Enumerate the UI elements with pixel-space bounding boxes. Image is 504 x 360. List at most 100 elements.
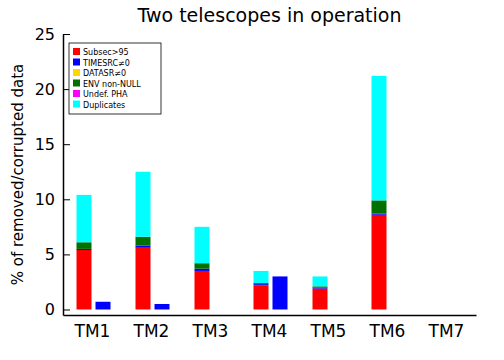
bar-segment bbox=[155, 303, 170, 304]
x-tick-label: TM5 bbox=[310, 321, 347, 341]
bar-segment bbox=[254, 285, 269, 309]
x-tick-label: TM3 bbox=[192, 321, 229, 341]
legend-label: Subsec>95 bbox=[83, 48, 129, 57]
bar-segment bbox=[431, 309, 446, 310]
legend-swatch bbox=[73, 101, 80, 108]
bar-segment bbox=[77, 242, 92, 249]
x-tick-label: TM4 bbox=[251, 321, 288, 341]
bar-segment bbox=[136, 248, 151, 310]
bar-segment bbox=[77, 250, 92, 310]
bar-segment bbox=[391, 309, 406, 310]
y-tick: 15 bbox=[35, 135, 70, 154]
bar-segment bbox=[254, 284, 269, 285]
legend-swatch bbox=[73, 48, 80, 55]
bar-segment bbox=[391, 309, 406, 310]
bar-segment bbox=[214, 309, 229, 310]
bar-segment bbox=[431, 309, 446, 310]
bar-segment bbox=[155, 304, 170, 310]
bar-segment bbox=[195, 271, 210, 310]
bar-segment bbox=[214, 309, 229, 310]
bar-segment bbox=[372, 214, 387, 215]
bar-segment bbox=[313, 286, 328, 287]
bar-segment bbox=[332, 309, 347, 310]
bar-segment bbox=[313, 287, 328, 288]
y-tick-label: 10 bbox=[35, 190, 55, 209]
x-tick-label: TM6 bbox=[369, 321, 406, 341]
bar-segment bbox=[450, 309, 465, 310]
y-tick-label: 20 bbox=[35, 80, 55, 99]
y-tick: 0 bbox=[45, 300, 70, 319]
bar-segment bbox=[332, 309, 347, 310]
bar-segment bbox=[155, 303, 170, 304]
bar-segment bbox=[273, 276, 288, 309]
legend-item: DATASR≠0 bbox=[73, 69, 126, 78]
x-tick: TM3 bbox=[192, 315, 229, 341]
x-tick: TM4 bbox=[251, 315, 288, 341]
bar-segment bbox=[273, 276, 288, 277]
plot-area: 0510152025TM1TM2TM3TM4TM5TM6TM7Subsec>95… bbox=[35, 25, 477, 341]
x-tick-label: TM2 bbox=[133, 321, 170, 341]
bar-segment bbox=[332, 309, 347, 310]
bar-segment bbox=[391, 309, 406, 310]
bar-segment bbox=[273, 276, 288, 277]
legend-item: TIMESRC≠0 bbox=[73, 59, 130, 68]
bar-segment bbox=[273, 276, 288, 277]
bar-segment bbox=[136, 172, 151, 237]
y-tick-mark bbox=[63, 199, 70, 200]
y-tick-mark bbox=[63, 254, 70, 255]
bar-segment bbox=[332, 309, 347, 310]
bar-segment bbox=[450, 309, 465, 310]
x-tick-label: TM7 bbox=[428, 321, 465, 341]
bar-segment bbox=[214, 309, 229, 310]
x-tick-label: TM1 bbox=[74, 321, 111, 341]
legend-swatch bbox=[73, 80, 80, 87]
bar-segment bbox=[96, 301, 111, 302]
y-axis-title: % of removed/corrupted data bbox=[9, 64, 27, 286]
bar-segment bbox=[155, 303, 170, 304]
x-tick: TM2 bbox=[133, 315, 170, 341]
bar-segment bbox=[273, 276, 288, 277]
y-axis-line bbox=[63, 35, 65, 316]
bar-segment bbox=[431, 309, 446, 310]
bar-segment bbox=[77, 249, 92, 250]
bar-segment bbox=[96, 301, 111, 302]
x-axis-line bbox=[64, 315, 477, 317]
bar-segment bbox=[254, 283, 269, 284]
x-tick: TM7 bbox=[428, 315, 465, 341]
bar-segment bbox=[450, 309, 465, 310]
bar-segment bbox=[450, 309, 465, 310]
legend-item: ENV non-NULL bbox=[73, 80, 141, 89]
legend-label: DATASR≠0 bbox=[83, 69, 126, 78]
bar-segment bbox=[372, 215, 387, 310]
bar-segment bbox=[450, 309, 465, 310]
y-tick-mark bbox=[63, 309, 70, 310]
bar-segment bbox=[136, 237, 151, 246]
y-tick: 10 bbox=[35, 190, 70, 209]
legend-label: TIMESRC≠0 bbox=[82, 59, 130, 68]
bar-segment bbox=[431, 309, 446, 310]
bar-segment bbox=[195, 227, 210, 263]
bar-segment bbox=[214, 309, 229, 310]
y-tick-mark bbox=[63, 144, 70, 145]
title: Two telescopes in operation bbox=[136, 4, 401, 26]
y-tick-label: 25 bbox=[35, 25, 55, 44]
bar-segment bbox=[214, 309, 229, 310]
bar-segment bbox=[96, 301, 111, 302]
bar-segment bbox=[155, 303, 170, 304]
bar-segment bbox=[313, 289, 328, 310]
bar-segment bbox=[391, 309, 406, 310]
legend-item: Subsec>95 bbox=[73, 48, 129, 57]
bar-segment bbox=[254, 284, 269, 285]
bar-segment bbox=[332, 309, 347, 310]
legend-item: Undef. PHA bbox=[73, 90, 128, 99]
legend-swatch bbox=[73, 90, 80, 97]
bar-segment bbox=[372, 76, 387, 201]
legend-label: Duplicates bbox=[83, 101, 125, 110]
bar-segment bbox=[195, 263, 210, 269]
y-tick: 20 bbox=[35, 80, 70, 99]
bar-segment bbox=[450, 309, 465, 310]
legend-item: Duplicates bbox=[73, 101, 125, 110]
legend-label: Undef. PHA bbox=[83, 90, 128, 99]
bar-segment bbox=[431, 309, 446, 310]
bar-segment bbox=[96, 301, 111, 302]
